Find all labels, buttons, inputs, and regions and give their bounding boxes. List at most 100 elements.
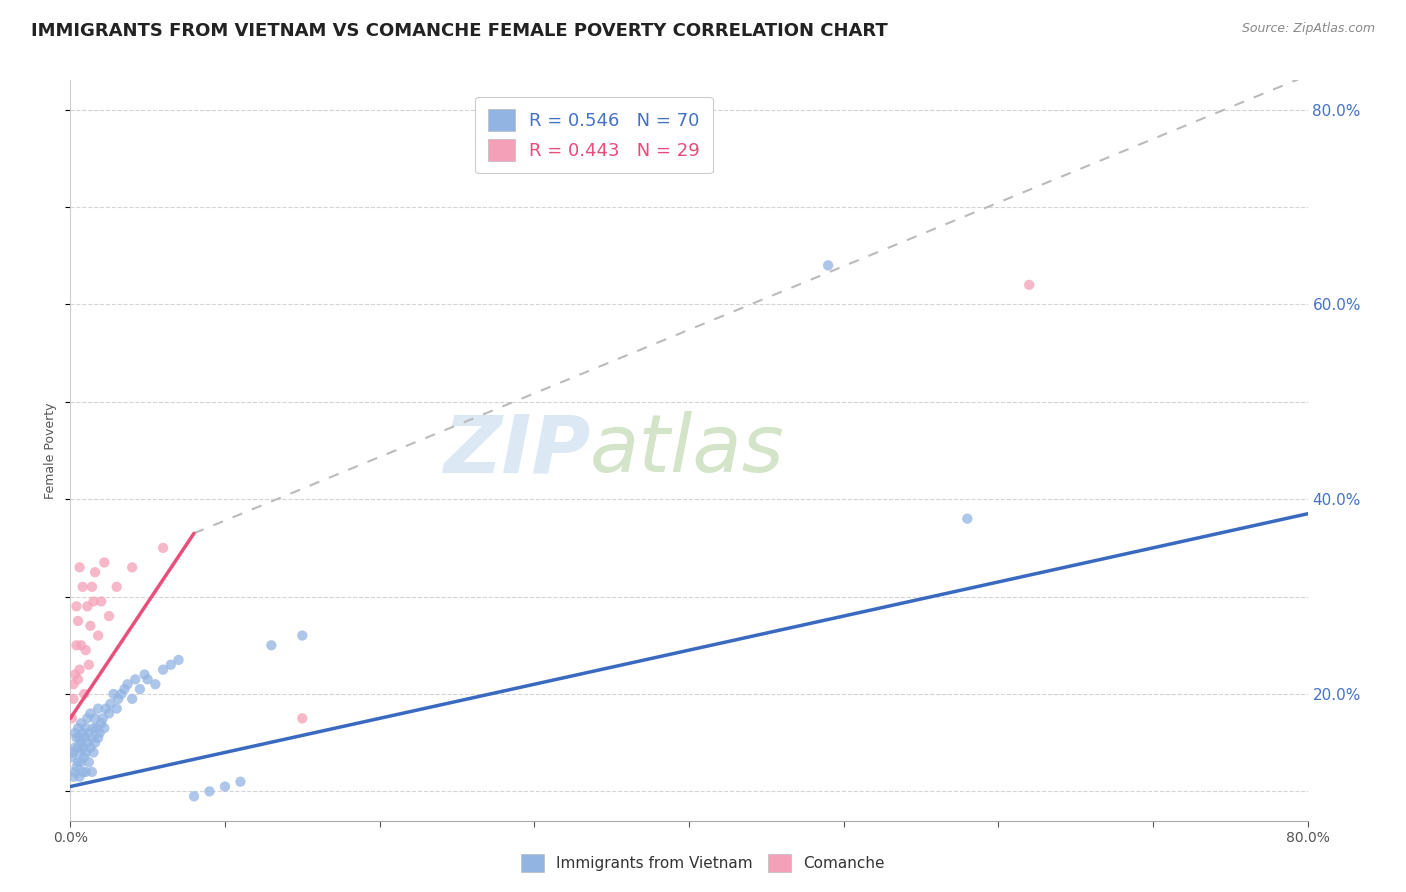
Point	[98, 609, 120, 624]
Point	[75, 746, 97, 760]
Point	[91, 711, 114, 725]
Text: ZIP: ZIP	[443, 411, 591, 490]
Point	[183, 789, 205, 804]
Point	[84, 711, 107, 725]
Point	[60, 750, 83, 764]
Text: Source: ZipAtlas.com: Source: ZipAtlas.com	[1241, 22, 1375, 36]
Point	[98, 706, 120, 721]
Point	[136, 673, 159, 687]
Point	[70, 638, 93, 652]
Point	[198, 784, 221, 798]
Point	[124, 673, 146, 687]
Point	[67, 673, 90, 687]
Point	[76, 736, 98, 750]
Point	[67, 755, 90, 769]
Point	[72, 580, 94, 594]
Point	[129, 682, 152, 697]
Point	[70, 755, 93, 769]
Point	[72, 740, 94, 755]
Point	[229, 774, 252, 789]
Point	[167, 653, 190, 667]
Point	[79, 740, 101, 755]
Point	[110, 687, 132, 701]
Point	[80, 731, 103, 745]
Point	[817, 258, 839, 272]
Point	[75, 721, 97, 735]
Y-axis label: Female Poverty: Female Poverty	[44, 402, 58, 499]
Point	[77, 726, 100, 740]
Point	[77, 755, 100, 769]
Point	[63, 726, 86, 740]
Point	[65, 599, 87, 614]
Point	[82, 594, 105, 608]
Legend: Immigrants from Vietnam, Comanche: Immigrants from Vietnam, Comanche	[513, 846, 893, 880]
Point	[70, 736, 93, 750]
Point	[291, 711, 314, 725]
Point	[117, 677, 139, 691]
Point	[62, 770, 84, 784]
Point	[67, 614, 90, 628]
Point	[70, 716, 93, 731]
Point	[79, 619, 101, 633]
Point	[105, 701, 128, 715]
Point	[75, 764, 97, 779]
Text: atlas: atlas	[591, 411, 785, 490]
Point	[77, 657, 100, 672]
Point	[65, 760, 87, 774]
Point	[214, 780, 236, 794]
Point	[86, 721, 108, 735]
Point	[79, 706, 101, 721]
Point	[69, 663, 91, 677]
Point	[63, 667, 86, 681]
Point	[80, 580, 103, 594]
Point	[75, 643, 97, 657]
Point	[82, 746, 105, 760]
Point	[93, 721, 115, 735]
Point	[76, 711, 98, 725]
Point	[291, 628, 314, 642]
Point	[60, 711, 83, 725]
Point	[134, 667, 156, 681]
Point	[84, 566, 107, 580]
Point	[69, 770, 91, 784]
Point	[65, 731, 87, 745]
Point	[69, 731, 91, 745]
Point	[94, 701, 117, 715]
Point	[107, 691, 129, 706]
Point	[72, 726, 94, 740]
Point	[90, 594, 112, 608]
Point	[260, 638, 283, 652]
Point	[76, 599, 98, 614]
Point	[82, 721, 105, 735]
Point	[62, 691, 84, 706]
Point	[63, 764, 86, 779]
Point	[62, 677, 84, 691]
Point	[63, 740, 86, 755]
Point	[72, 764, 94, 779]
Point	[956, 511, 979, 525]
Point	[73, 750, 96, 764]
Point	[73, 731, 96, 745]
Point	[67, 740, 90, 755]
Point	[65, 638, 87, 652]
Point	[89, 726, 111, 740]
Point	[160, 657, 183, 672]
Point	[87, 731, 110, 745]
Point	[62, 746, 84, 760]
Point	[87, 701, 110, 715]
Point	[69, 746, 91, 760]
Point	[114, 682, 135, 697]
Point	[80, 764, 103, 779]
Point	[1018, 277, 1040, 292]
Point	[152, 663, 174, 677]
Point	[103, 687, 125, 701]
Legend: R = 0.546   N = 70, R = 0.443   N = 29: R = 0.546 N = 70, R = 0.443 N = 29	[475, 96, 713, 173]
Point	[73, 687, 96, 701]
Point	[90, 716, 112, 731]
Point	[93, 556, 115, 570]
Point	[105, 580, 128, 594]
Text: IMMIGRANTS FROM VIETNAM VS COMANCHE FEMALE POVERTY CORRELATION CHART: IMMIGRANTS FROM VIETNAM VS COMANCHE FEMA…	[31, 22, 887, 40]
Point	[121, 560, 143, 574]
Point	[67, 721, 90, 735]
Point	[84, 736, 107, 750]
